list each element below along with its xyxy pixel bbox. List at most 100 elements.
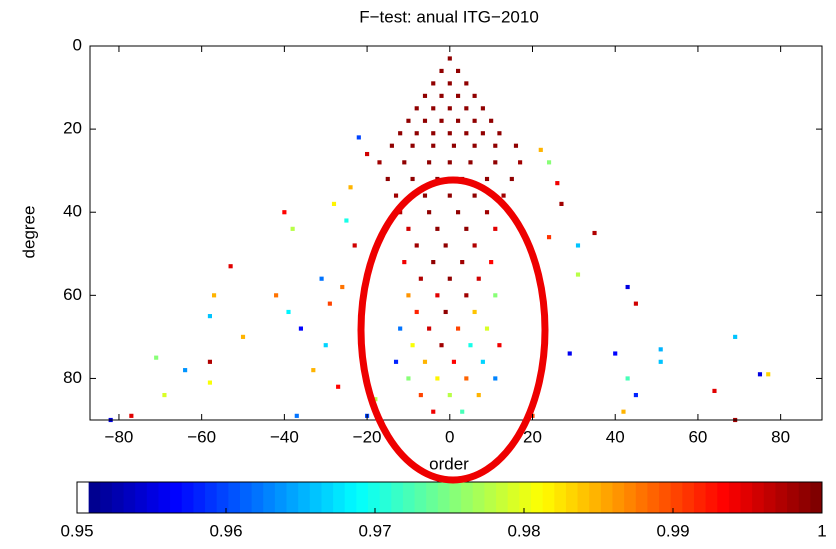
point	[431, 106, 436, 111]
point	[546, 160, 552, 165]
point	[658, 359, 663, 364]
point	[240, 334, 246, 339]
colorbar-cell	[612, 482, 625, 513]
point	[331, 201, 337, 206]
point	[472, 93, 477, 98]
point	[456, 118, 461, 123]
x-axis-label: order	[429, 454, 469, 473]
point	[493, 376, 498, 381]
point	[439, 93, 444, 98]
point	[472, 193, 477, 198]
colorbar-cell	[193, 482, 206, 513]
colorbar-cell	[437, 482, 450, 513]
x-tick-label: 0	[445, 427, 454, 446]
point	[468, 343, 473, 348]
point	[348, 185, 353, 190]
point	[406, 226, 411, 231]
point	[633, 301, 638, 306]
point	[456, 326, 461, 331]
colorbar-cell	[565, 482, 579, 513]
x-tick-label: 80	[771, 427, 790, 446]
point	[336, 384, 341, 389]
points	[108, 56, 771, 423]
point	[414, 131, 419, 136]
x-tick-label: −80	[105, 427, 134, 446]
point	[154, 355, 159, 360]
point	[327, 301, 332, 306]
point	[212, 293, 217, 298]
point	[592, 230, 597, 236]
point	[393, 193, 399, 198]
point	[476, 276, 481, 281]
point	[633, 392, 638, 398]
point	[476, 392, 481, 398]
point	[398, 326, 403, 331]
point	[398, 131, 403, 136]
point	[406, 118, 411, 123]
colorbar-cell	[647, 482, 660, 513]
point	[447, 160, 452, 165]
point	[410, 176, 415, 182]
point	[414, 309, 419, 315]
colorbar-cell	[507, 482, 520, 513]
point	[456, 210, 461, 215]
point	[625, 376, 630, 381]
colorbar-cell	[577, 482, 590, 513]
point	[402, 160, 407, 165]
colorbar-cell	[554, 482, 567, 513]
point	[447, 106, 452, 111]
x-tick-label: −40	[270, 427, 299, 446]
colorbar-cell	[344, 482, 357, 513]
point	[472, 309, 477, 315]
point	[509, 176, 514, 182]
colorbar-cell	[286, 482, 299, 513]
colorbar-cell	[228, 482, 241, 513]
colorbar-cell	[472, 482, 485, 513]
point	[427, 160, 432, 165]
point	[431, 131, 436, 136]
colorbar-cell	[368, 482, 381, 513]
colorbar-tick-label: 0.96	[209, 521, 242, 540]
point	[389, 143, 394, 148]
colorbar-cell	[763, 482, 776, 513]
point	[518, 160, 523, 165]
point	[456, 68, 461, 74]
colorbar-cell	[158, 482, 171, 513]
point	[538, 147, 543, 152]
colorbar-cell	[123, 482, 136, 513]
y-axis-label: degree	[19, 206, 38, 259]
point	[484, 210, 490, 215]
point	[460, 409, 465, 414]
point	[365, 151, 370, 157]
colorbar-cell	[426, 482, 439, 513]
colorbar-cell	[263, 482, 276, 513]
point	[207, 314, 212, 319]
chart-title: F−test: anual ITG−2010	[359, 7, 539, 26]
point	[559, 201, 564, 206]
x-tick-label: 20	[523, 427, 542, 446]
colorbar-cell	[414, 482, 427, 513]
point	[513, 143, 519, 148]
point	[447, 276, 452, 281]
point	[472, 118, 477, 123]
point	[373, 397, 378, 402]
point	[290, 226, 295, 231]
colorbar-cell	[624, 482, 637, 513]
point	[352, 243, 357, 248]
point	[456, 93, 461, 98]
point	[451, 143, 456, 148]
colorbar-cell	[402, 482, 416, 513]
colorbar-cell	[635, 482, 648, 513]
point	[480, 131, 485, 136]
point	[162, 392, 167, 398]
colorbar-cell	[740, 482, 753, 513]
colorbar-cell	[484, 482, 497, 513]
point	[418, 392, 423, 398]
point	[472, 243, 477, 248]
colorbar-cell	[77, 482, 90, 513]
point	[484, 176, 490, 182]
point	[447, 392, 452, 398]
point	[443, 309, 448, 315]
point	[129, 413, 134, 418]
